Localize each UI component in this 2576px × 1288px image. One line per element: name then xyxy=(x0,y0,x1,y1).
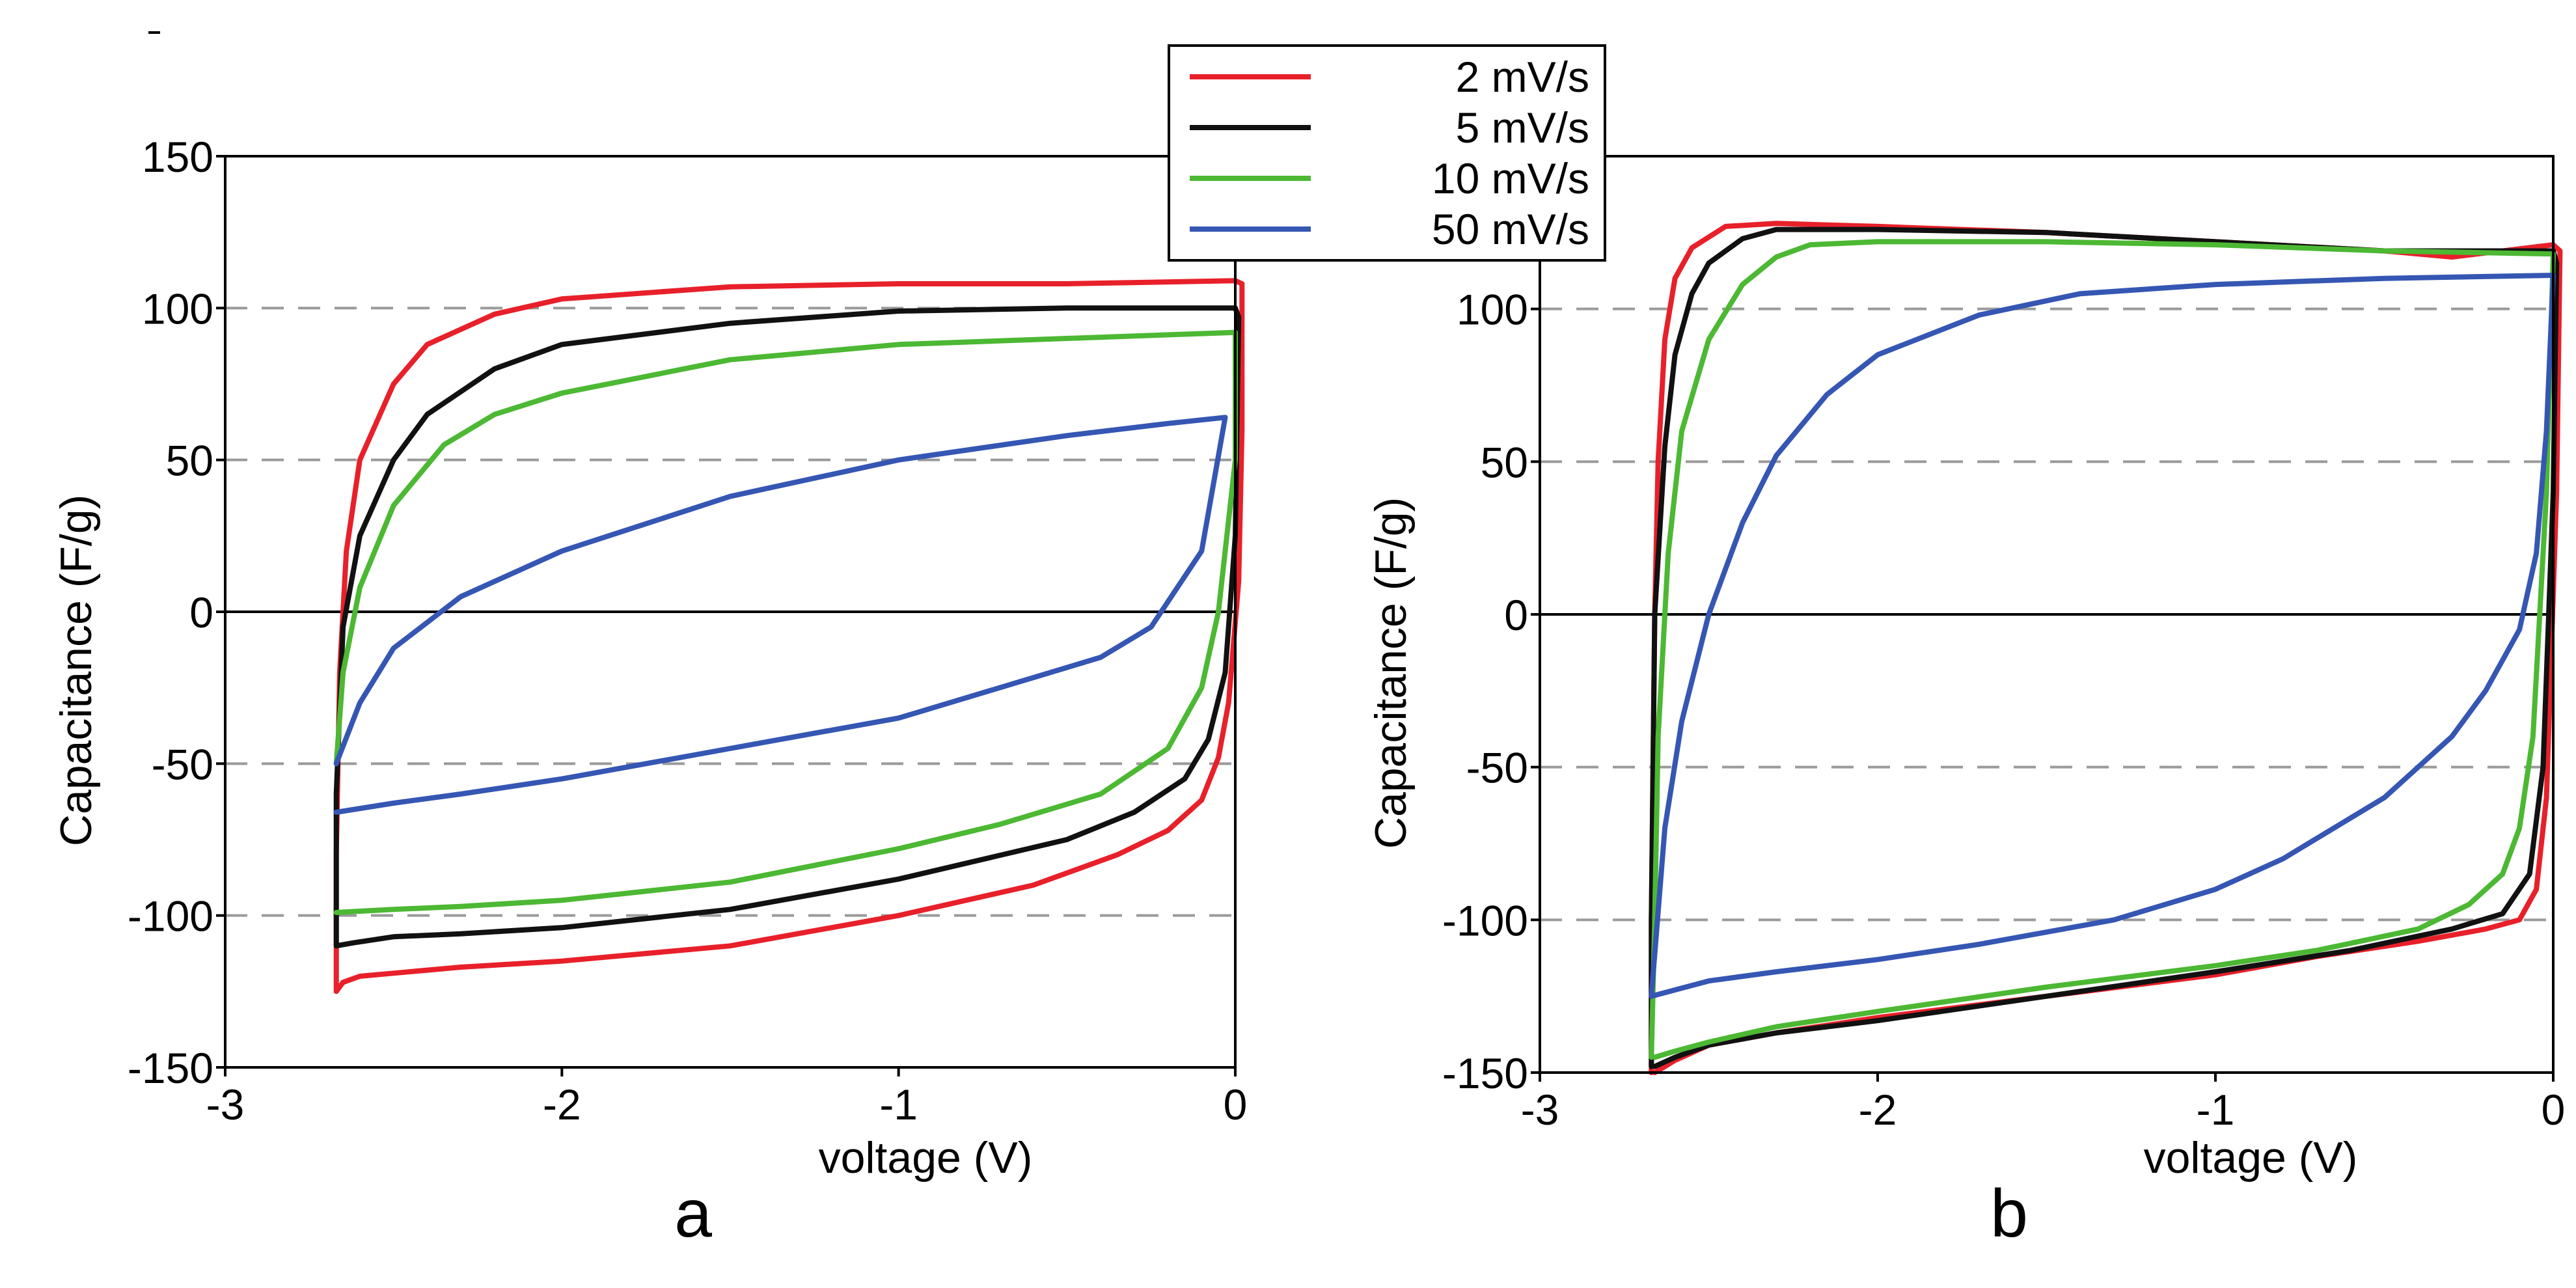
panel-b-grid xyxy=(1540,307,2553,922)
series-line-2-mv-s xyxy=(333,278,1245,994)
legend-box xyxy=(1168,44,1606,262)
x-tick-label: -3 xyxy=(1521,1086,1559,1134)
legend-label: 2 mV/s xyxy=(1456,53,1589,101)
panel-a-y-axis-label: Capacitance (F/g) xyxy=(51,495,101,846)
x-tick-label: 0 xyxy=(2542,1086,2566,1134)
panel-b: 100 50 0 -50 -100 -150 -3 -2 -1 0 Capacitance (F… xyxy=(1366,155,2566,1252)
series-line-50-mv-s xyxy=(333,415,1228,815)
y-tick-label: 50 xyxy=(1481,438,1528,486)
series-line-50-mv-s xyxy=(1649,273,2556,999)
x-tick-label: -2 xyxy=(543,1080,581,1129)
y-tick-label: 150 xyxy=(142,133,213,181)
x-tick-label: -3 xyxy=(206,1080,245,1129)
y-tick-label: 100 xyxy=(142,284,213,333)
panel-a-x-ticks: -3 -2 -1 0 xyxy=(206,1067,1248,1129)
legend-label: 50 mV/s xyxy=(1432,205,1589,253)
legend-label: 10 mV/s xyxy=(1432,154,1589,202)
panel-b-series xyxy=(1649,221,2563,1075)
panel-a-x-axis-label: voltage (V) xyxy=(819,1133,1033,1183)
panel-a: 150 100 50 0 -50 -100 -150 -3 -2 -1 0 Capacitance… xyxy=(51,133,1247,1252)
series-line-2-mv-s xyxy=(1649,221,2563,1075)
panel-a-y-ticks: 150 100 50 0 -50 -100 -150 xyxy=(128,133,225,1092)
panel-b-x-axis-label: voltage (V) xyxy=(2144,1133,2358,1183)
y-tick-label: 0 xyxy=(189,588,213,637)
y-tick-label: -150 xyxy=(1442,1049,1528,1097)
y-tick-label: 0 xyxy=(1504,591,1528,639)
legend: 2 mV/s5 mV/s10 mV/s50 mV/s xyxy=(1168,44,1606,262)
y-tick-label: -100 xyxy=(128,892,213,940)
x-tick-label: 0 xyxy=(1224,1080,1248,1129)
y-tick-label: -150 xyxy=(128,1044,213,1092)
y-tick-label: -50 xyxy=(152,740,213,788)
panel-b-x-ticks: -3 -2 -1 0 xyxy=(1521,1073,2566,1134)
panel-a-label: a xyxy=(674,1176,712,1252)
y-tick-label: 50 xyxy=(166,437,213,485)
y-tick-label: -100 xyxy=(1442,896,1528,944)
panel-a-series xyxy=(333,278,1245,994)
series-line-5-mv-s xyxy=(333,305,1242,949)
legend-entries: 2 mV/s5 mV/s10 mV/s50 mV/s xyxy=(1190,53,1589,253)
y-tick-label: -50 xyxy=(1466,744,1528,792)
x-tick-label: -2 xyxy=(1859,1086,1897,1134)
panel-b-y-axis-label: Capacitance (F/g) xyxy=(1366,497,1416,849)
panel-b-y-ticks: 100 50 0 -50 -100 -150 xyxy=(1442,286,1540,1097)
panel-b-label: b xyxy=(1990,1176,2028,1252)
x-tick-label: -1 xyxy=(879,1080,918,1129)
x-tick-label: -1 xyxy=(2197,1086,2235,1134)
y-tick-label: 100 xyxy=(1457,286,1528,334)
legend-label: 5 mV/s xyxy=(1456,103,1589,152)
